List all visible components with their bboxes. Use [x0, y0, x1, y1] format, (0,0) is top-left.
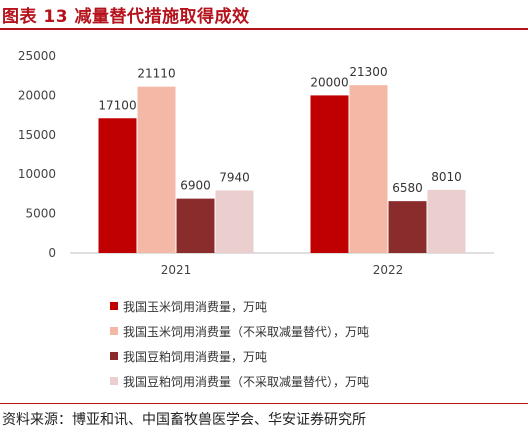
legend-item-corn: 我国玉米饲用消费量，万吨: [110, 298, 267, 314]
legend-swatch-soymeal-no-reduction: [110, 377, 118, 385]
legend-swatch-soymeal: [110, 352, 118, 360]
bar-value-label: 17100: [98, 98, 136, 112]
legend-label-corn-no-reduction: 我国玉米饲用消费量（不采取减量替代），万吨: [123, 324, 370, 339]
bar: [176, 198, 215, 253]
y-tick-label: 0: [48, 246, 56, 260]
bar: [349, 85, 388, 253]
bar: [98, 118, 137, 253]
bar-value-label: 7940: [219, 170, 250, 184]
y-tick-label: 5000: [25, 207, 56, 221]
source-note: 资料来源：博亚和讯、中国畜牧兽医学会、华安证券研究所: [2, 412, 366, 428]
source-divider: [0, 403, 528, 404]
legend-swatch-corn-no-reduction: [110, 327, 118, 335]
legend-label-soymeal: 我国豆粕饲用消费量，万吨: [123, 349, 268, 364]
bar: [310, 95, 349, 254]
bar: [388, 201, 427, 253]
title-divider: [0, 28, 528, 30]
bar-value-label: 21300: [349, 65, 387, 79]
x-tick-label: 2022: [373, 263, 404, 277]
y-tick-label: 25000: [18, 49, 56, 63]
x-tick-label: 2021: [161, 263, 192, 277]
legend-item-corn-no-reduction: 我国玉米饲用消费量（不采取减量替代），万吨: [110, 323, 369, 339]
bar-value-label: 8010: [431, 170, 462, 184]
bar-chart: 0 5000 10000 15000 20000 25000 17100 21110 6900 7…: [18, 49, 494, 277]
y-tick-label: 10000: [18, 167, 56, 181]
legend-label-soymeal-no-reduction: 我国豆粕饲用消费量（不采取减量替代），万吨: [123, 374, 370, 389]
page-title: 图表 13 减量替代措施取得成效: [2, 7, 250, 27]
bar-value-label: 6900: [180, 179, 211, 193]
bar-value-label: 6580: [392, 181, 423, 195]
bar: [215, 190, 254, 253]
bar-value-label: 21110: [137, 67, 175, 81]
y-tick-label: 15000: [18, 128, 56, 142]
legend-swatch-corn: [110, 302, 118, 310]
legend-item-soymeal: 我国豆粕饲用消费量，万吨: [110, 348, 267, 364]
bar: [427, 189, 466, 253]
bar-value-label: 20000: [310, 75, 348, 89]
legend-label-corn: 我国玉米饲用消费量，万吨: [123, 299, 268, 314]
y-tick-label: 20000: [18, 88, 56, 102]
legend-item-soymeal-no-reduction: 我国豆粕饲用消费量（不采取减量替代），万吨: [110, 373, 369, 389]
bar: [137, 86, 176, 253]
